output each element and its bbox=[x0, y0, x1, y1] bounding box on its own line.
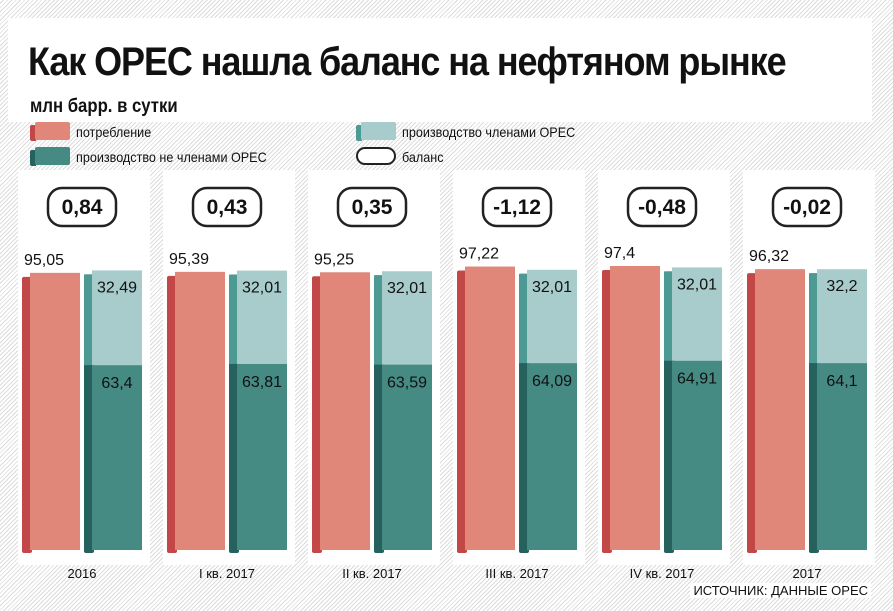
opec-value-label: 32,49 bbox=[97, 279, 137, 296]
legend-label-non-opec: производство не членами OPEC bbox=[76, 149, 267, 165]
category-label: 2016 bbox=[68, 566, 97, 581]
balance-pill bbox=[191, 186, 263, 228]
non-opec-production-bar bbox=[817, 363, 867, 550]
opec-bar-side bbox=[664, 271, 674, 361]
consumption-value-label: 95,05 bbox=[24, 252, 64, 269]
opec-value-label: 32,01 bbox=[532, 279, 572, 296]
legend-label-opec: производство членами OPEC bbox=[402, 124, 576, 140]
opec-value-label: 32,01 bbox=[387, 280, 427, 297]
opec-bar-side bbox=[84, 274, 94, 366]
balance-swatch bbox=[356, 147, 396, 165]
non-opec-value-label: 64,91 bbox=[677, 371, 717, 388]
legend-label-balance: баланс bbox=[402, 149, 444, 165]
chart-title: Как OPEC нашла баланс на нефтяном рынке bbox=[28, 40, 787, 84]
non-opec-value-label: 64,09 bbox=[532, 373, 572, 390]
non-opec-value-label: 63,59 bbox=[387, 375, 427, 392]
non-opec-swatch bbox=[30, 147, 70, 166]
consumption-bar bbox=[465, 266, 515, 550]
opec-production-bar bbox=[382, 271, 432, 365]
non-opec-production-bar bbox=[672, 360, 722, 550]
consumption-bar bbox=[320, 272, 370, 550]
category-label: IV кв. 2017 bbox=[630, 566, 695, 581]
opec-production-bar bbox=[672, 267, 722, 361]
consumption-bar bbox=[30, 272, 80, 550]
consumption-bar-side bbox=[22, 276, 32, 553]
consumption-value-label: 96,32 bbox=[749, 248, 789, 265]
opec-production-bar bbox=[527, 269, 577, 364]
consumption-bar-side bbox=[747, 273, 757, 553]
category-label: 2017 bbox=[793, 566, 822, 581]
header-panel: Как OPEC нашла баланс на нефтяном рынке … bbox=[8, 18, 872, 122]
opec-bar-side bbox=[229, 274, 239, 364]
opec-production-bar bbox=[92, 270, 142, 366]
consumption-bar bbox=[610, 266, 660, 550]
balance-pill bbox=[46, 186, 118, 228]
opec-bar-side bbox=[809, 273, 819, 364]
balance-pill bbox=[481, 186, 553, 228]
consumption-swatch bbox=[30, 122, 70, 141]
consumption-bar-side bbox=[312, 276, 322, 553]
balance-pill bbox=[626, 186, 698, 228]
non-opec-value-label: 63,81 bbox=[242, 374, 282, 391]
opec-production-bar bbox=[817, 269, 867, 364]
consumption-value-label: 97,22 bbox=[459, 246, 499, 263]
balance-value-label: 0,84 bbox=[62, 196, 103, 219]
opec-value-label: 32,01 bbox=[242, 280, 282, 297]
balance-value-label: -0,48 bbox=[638, 196, 686, 219]
opec-bar-side bbox=[374, 275, 384, 365]
opec-bar-side bbox=[519, 273, 529, 364]
opec-production-bar bbox=[237, 270, 287, 364]
opec-swatch bbox=[356, 122, 396, 141]
balance-value-label: 0,35 bbox=[352, 196, 393, 219]
balance-value-label: -1,12 bbox=[493, 196, 541, 219]
non-opec-value-label: 63,4 bbox=[101, 375, 132, 392]
opec-value-label: 32,2 bbox=[826, 278, 857, 295]
non-opec-production-bar bbox=[527, 363, 577, 550]
consumption-value-label: 97,4 bbox=[604, 245, 635, 262]
non-opec-value-label: 64,1 bbox=[826, 373, 857, 390]
balance-pill bbox=[771, 186, 843, 228]
category-label: I кв. 2017 bbox=[199, 566, 255, 581]
category-label: II кв. 2017 bbox=[342, 566, 402, 581]
chart-subtitle: млн барр. в сутки bbox=[30, 96, 178, 117]
non-opec-production-bar bbox=[237, 363, 287, 550]
balance-value-label: -0,02 bbox=[783, 196, 831, 219]
category-label: III кв. 2017 bbox=[485, 566, 548, 581]
balance-pill bbox=[336, 186, 408, 228]
source-note: ИСТОЧНИК: ДАННЫЕ OPEC bbox=[690, 583, 871, 598]
consumption-bar-side bbox=[457, 270, 467, 553]
legend-label-consumption: потребление bbox=[76, 124, 152, 140]
consumption-bar bbox=[175, 271, 225, 550]
consumption-value-label: 95,25 bbox=[314, 251, 354, 268]
consumption-bar-side bbox=[167, 275, 177, 553]
consumption-bar-side bbox=[602, 270, 612, 553]
consumption-bar bbox=[755, 269, 805, 550]
balance-value-label: 0,43 bbox=[207, 196, 248, 219]
non-opec-production-bar bbox=[382, 364, 432, 550]
non-opec-production-bar bbox=[92, 365, 142, 550]
consumption-value-label: 95,39 bbox=[169, 251, 209, 268]
opec-value-label: 32,01 bbox=[677, 276, 717, 293]
